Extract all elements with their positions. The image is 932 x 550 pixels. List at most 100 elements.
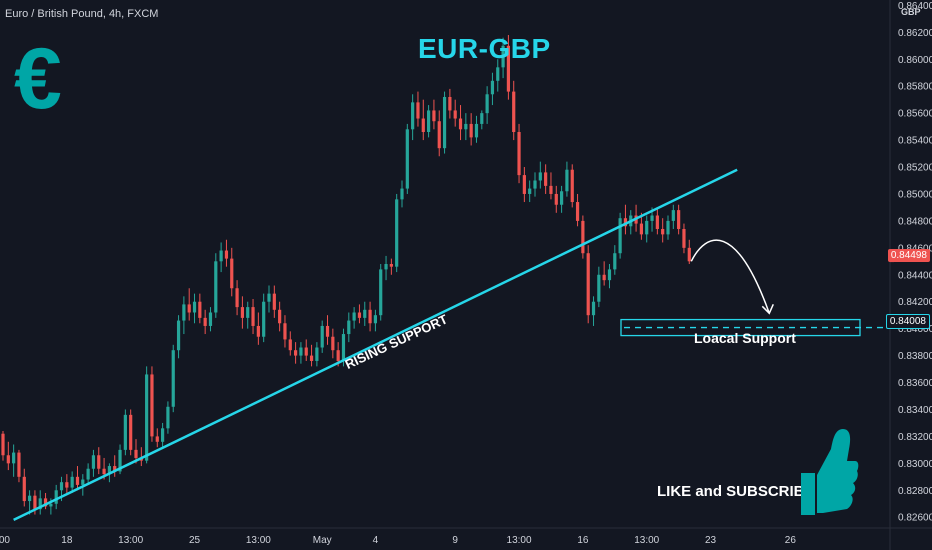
candle-body (65, 482, 69, 488)
y-tick-label: 0.84000 (898, 324, 932, 335)
x-tick-label: 13:00 (507, 535, 532, 546)
y-tick-label: 0.83800 (898, 351, 932, 362)
projection-arrow (690, 239, 770, 314)
candle-body (12, 452, 16, 464)
x-tick-label: 13:00 (118, 535, 143, 546)
candle-body (379, 269, 383, 316)
y-tick-label: 0.86000 (898, 55, 932, 66)
candle-body (315, 347, 319, 361)
x-tick-label: May (313, 535, 332, 546)
candle-body (352, 312, 356, 321)
candle-body (86, 468, 90, 480)
y-tick-label: 0.85800 (898, 82, 932, 93)
candle-body (389, 264, 393, 267)
candle-body (187, 304, 191, 313)
x-tick-label: 18 (61, 535, 73, 546)
y-tick-label: 0.82800 (898, 486, 932, 497)
projection-arrow-head (761, 304, 774, 315)
euro-logo: € (14, 31, 62, 127)
candle-body (331, 336, 335, 351)
candle-body (373, 315, 377, 324)
x-tick-label: 16 (577, 535, 589, 546)
candle-body (480, 113, 484, 124)
x-tick-label: 25 (189, 535, 201, 546)
candle-body (464, 123, 468, 130)
candle-body (299, 347, 303, 356)
candle-body (262, 301, 266, 337)
y-tick-label: 0.84600 (898, 243, 932, 254)
y-tick-label: 0.85400 (898, 136, 932, 147)
candle-body (208, 312, 213, 326)
candle-body (341, 334, 346, 361)
candle-body (134, 449, 138, 458)
candle-body (283, 323, 287, 340)
y-tick-label: 0.85600 (898, 109, 932, 120)
candle-body (554, 193, 558, 205)
candle-body (272, 293, 276, 310)
candle-body (411, 102, 415, 130)
symbol-title: Euro / British Pound, 4h, FXCM (5, 8, 159, 20)
candle-body (150, 374, 154, 437)
candle-body (118, 449, 122, 472)
y-tick-label: 0.83600 (898, 378, 932, 389)
candle-body (570, 169, 574, 203)
candle-body (336, 350, 340, 361)
candle-body (240, 307, 244, 318)
like-subscribe-text: LIKE and SUBSCRIBE (657, 483, 815, 500)
candle-body (54, 490, 58, 504)
y-tick-label: 0.85000 (898, 189, 932, 200)
candle-body (469, 123, 473, 138)
candle-body (70, 476, 74, 488)
candle-body (645, 220, 649, 235)
candle-body (251, 307, 255, 326)
candle-body (437, 121, 441, 149)
x-tick-label: 13:00 (246, 535, 271, 546)
candle-body (517, 132, 521, 176)
x-tick-label: :00 (0, 535, 10, 546)
candle-body (421, 118, 425, 132)
candle-body (17, 452, 21, 477)
candle-body (442, 96, 447, 149)
candle-body (33, 495, 37, 510)
candle-body (347, 320, 351, 335)
candle-body (6, 455, 10, 464)
candle-body (405, 129, 409, 189)
candle-body (129, 414, 133, 450)
candle-body (75, 476, 80, 485)
candle-body (613, 253, 617, 270)
x-tick-label: 13:00 (634, 535, 659, 546)
candle-body (22, 476, 26, 502)
candle-body (192, 301, 197, 313)
candle-body (198, 301, 202, 318)
candle-body (176, 320, 181, 351)
candle-body (235, 288, 239, 308)
candle-body (309, 355, 314, 361)
candle-body (560, 191, 564, 205)
candle-body (682, 228, 686, 248)
rising-support-line (13, 168, 738, 522)
candle-body (59, 482, 64, 491)
candle-body (182, 304, 186, 321)
candle-body (107, 466, 111, 475)
candle-body (145, 374, 149, 461)
candle-body (618, 218, 622, 254)
y-tick-label: 0.85200 (898, 163, 932, 174)
candle-body (97, 455, 101, 469)
candle-body (458, 118, 463, 130)
y-tick-label: 0.86200 (898, 28, 932, 39)
candle-body (661, 228, 665, 235)
candle-body (161, 428, 165, 442)
candle-body (49, 503, 53, 507)
x-tick-label: 4 (373, 535, 379, 546)
candle-body (549, 185, 553, 194)
candle-body (671, 210, 675, 221)
candle-body (91, 455, 96, 469)
y-tick-label: 0.84800 (898, 216, 932, 227)
candle-body (203, 317, 207, 326)
candle-body (171, 350, 175, 407)
candle-body (288, 339, 292, 351)
candle-body (607, 269, 612, 281)
candle-body (43, 498, 48, 507)
